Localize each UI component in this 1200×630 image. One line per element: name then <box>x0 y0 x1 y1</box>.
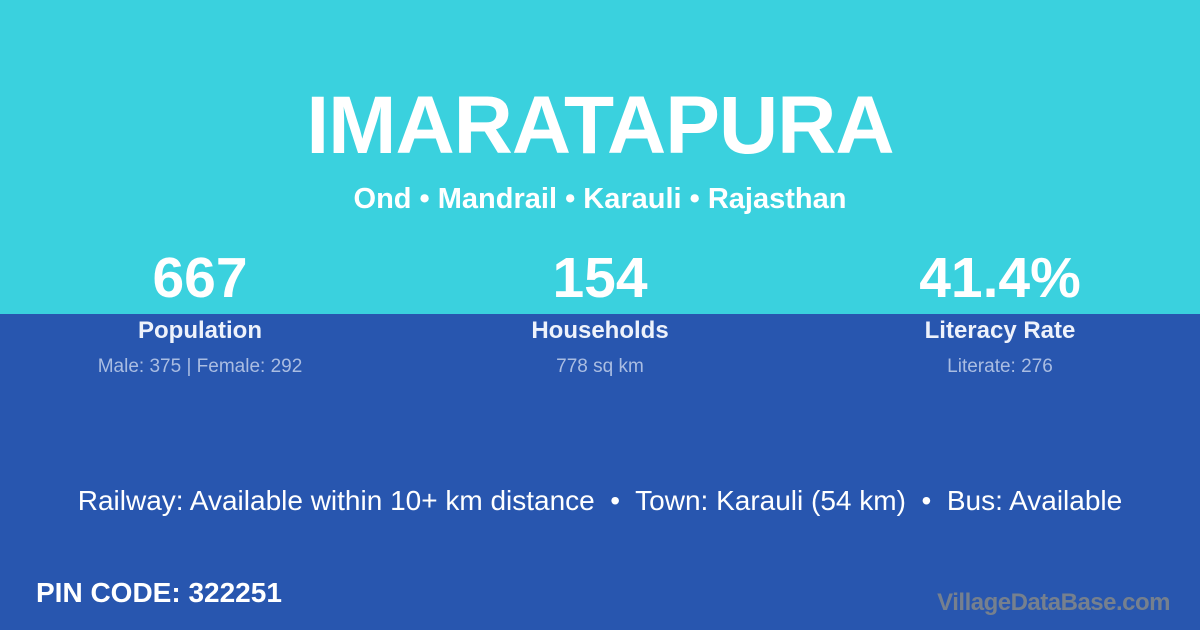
stat-households: 154 Households 778 sq km <box>400 250 800 379</box>
village-title: IMARATAPURA <box>306 80 894 171</box>
stat-literacy: 41.4% Literacy Rate Literate: 276 <box>800 250 1200 379</box>
population-value: 667 <box>152 246 248 310</box>
stat-population: 667 Population Male: 375 | Female: 292 <box>0 250 400 379</box>
literate-count-detail: Literate: 276 <box>947 356 1053 377</box>
transport-info-line: Railway: Available within 10+ km distanc… <box>77 485 1123 516</box>
stats-row: 667 Population Male: 375 | Female: 292 1… <box>0 250 1200 379</box>
population-label: Population <box>138 317 262 344</box>
literacy-rate-value: 41.4% <box>919 246 1081 310</box>
population-gender-breakdown: Male: 375 | Female: 292 <box>97 356 303 377</box>
area-detail: 778 sq km <box>556 356 644 377</box>
pin-code: PIN CODE: 322251 <box>36 577 282 608</box>
literacy-rate-label: Literacy Rate <box>924 317 1076 344</box>
village-location-breadcrumb: Ond • Mandrail • Karauli • Rajasthan <box>353 183 847 215</box>
site-watermark: VillageDataBase.com <box>937 589 1170 616</box>
households-value: 154 <box>552 246 648 310</box>
households-label: Households <box>531 317 669 344</box>
